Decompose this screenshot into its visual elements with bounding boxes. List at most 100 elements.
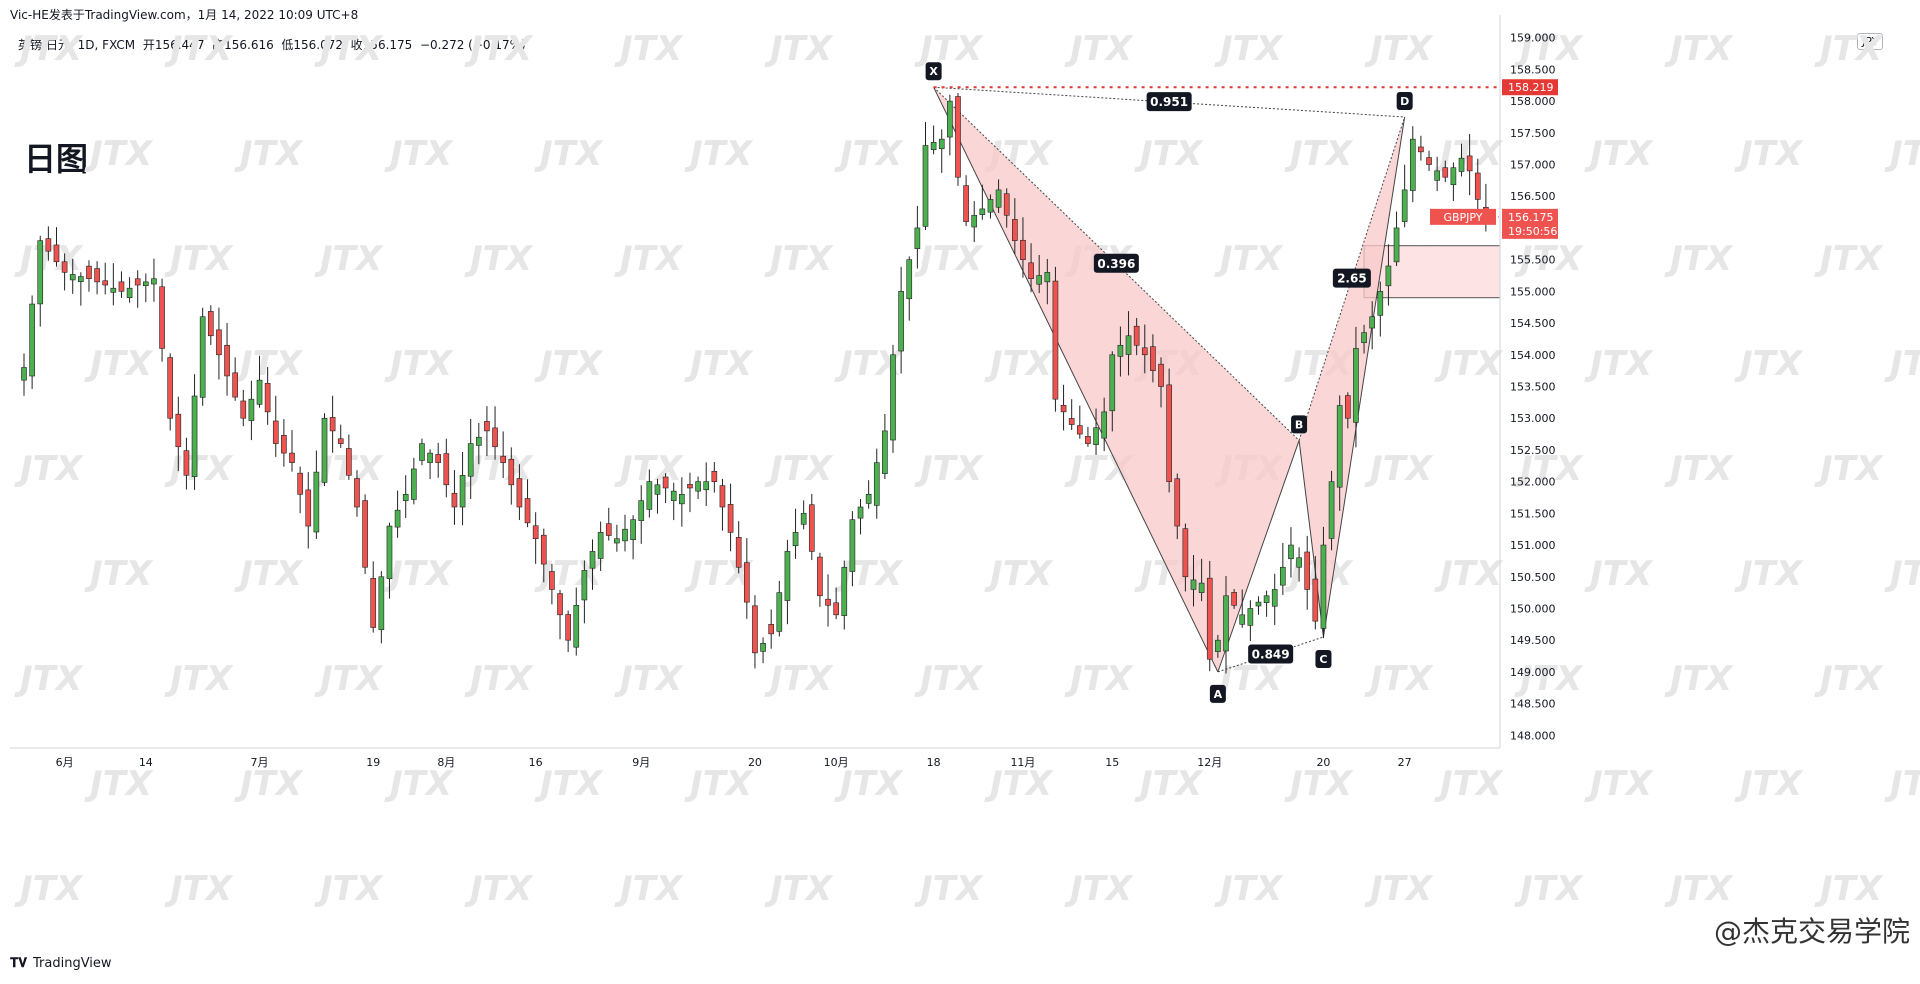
watermark-text: JTX [614,449,684,489]
watermark-text: JTX [1814,869,1884,909]
watermark-text: JTX [384,134,454,174]
x-tick-label: 20 [748,756,762,769]
candle-body [102,280,109,286]
candle-body [792,532,799,547]
candle-body [61,261,68,273]
watermark-text: JTX [14,239,84,279]
close-label: 收 [350,38,363,52]
x-tick-label: 15 [1105,756,1119,769]
watermark-text: JTX [1284,344,1354,384]
candle-body [1353,348,1359,423]
candle-body [573,605,580,648]
watermark-text: JTX [1884,344,1920,384]
ratio-label-box [1093,253,1139,273]
watermark-text: JTX [534,344,604,384]
candle-body [451,492,458,508]
candle-body [1401,189,1408,222]
candle-body [370,578,377,628]
watermark-text: JTX [384,764,454,804]
ratio-line-xd [933,86,1405,118]
watermark-text: JTX [834,134,904,174]
candle-body [1166,384,1172,482]
candle-body [346,448,352,476]
point-label-box [1291,415,1308,434]
x-tick-label: 10月 [824,756,849,769]
watermark-text: JTX [614,869,684,909]
watermark-text: JTX [1664,239,1734,279]
tradingview-logo-icon: 𝐓𝐕 [10,956,27,971]
watermark-text: JTX [314,239,384,279]
watermark-text: JTX [764,659,834,699]
candle-body [890,354,896,441]
candle-body [898,291,904,352]
point-label-box [1209,684,1226,703]
open-label: 开 [142,38,155,52]
y-tick-label: 151.000 [1510,539,1556,552]
watermark-text: JTX [1814,449,1884,489]
watermark-text: JTX [1884,134,1920,174]
watermark-layer: JTX JTX JTX JTX JTX JTX JTX JTX JTX JTX JTX JTX JTX J… [14,29,1920,909]
candle-body [679,494,685,505]
last-price-tag [1502,208,1558,239]
candle-body [411,468,417,500]
watermark-text: JTX [534,554,604,594]
candle-body [1020,239,1026,260]
candle-body [1426,157,1432,165]
x-tick-label: 19 [366,756,380,769]
y-tick-label: 157.000 [1510,159,1556,172]
candle-body [1190,579,1197,590]
candle-body [857,506,864,519]
candle-body [1271,589,1278,607]
candle-body [394,509,401,528]
candle-body [110,287,117,293]
candle-body [459,474,466,508]
watermark-text: JTX [1284,554,1354,594]
watermark-text: JTX [1434,344,1504,384]
candle-body [362,500,368,568]
currency-unit[interactable]: JPY [1857,33,1884,50]
candle-body [1385,265,1392,287]
watermark-text: JTX [914,869,984,909]
candle-body [1320,544,1327,629]
candle-body [614,538,620,544]
watermark-text: JTX [984,764,1054,804]
y-tick-label: 152.000 [1510,476,1556,489]
candle-body [1182,528,1189,578]
symbol-name: 英镑/日元, 1D, FXCM [18,38,136,52]
x-tick-label: 11月 [1010,756,1035,769]
candle-body [589,551,596,569]
candle-body [37,240,44,305]
candle-body [963,185,969,222]
candle-body [1442,167,1449,178]
candle-body [711,471,718,482]
candle-body [938,138,945,149]
watermark-text: JTX [1584,554,1654,594]
candle-body [955,96,961,178]
candle-body [1466,155,1473,172]
candle-body [1044,272,1051,283]
candle-body [776,592,783,632]
tradingview-footer[interactable]: 𝐓𝐕 TradingView [10,956,112,971]
low-value: 156.072 [293,38,344,52]
candle-body [1247,608,1254,626]
watermark-text: JTX [1064,239,1134,279]
candle-body [248,398,255,421]
candle-body [735,537,742,568]
candle-body [305,489,312,527]
candle-body [597,532,604,559]
candle-body [760,643,766,652]
candle-body [841,566,848,616]
corner-watermark: @杰克交易学院 [1713,915,1910,948]
watermark-text: JTX [1584,134,1654,174]
watermark-text: JTX [914,659,984,699]
candle-body [565,614,571,641]
candle-body [882,430,888,474]
point-label-C: C [1319,653,1327,666]
candle-body [281,435,287,454]
watermark-text: JTX [1134,764,1204,804]
candle-body [467,443,474,477]
watermark-text: JTX [534,764,604,804]
candle-body [605,523,612,536]
candle-body [1255,601,1262,607]
